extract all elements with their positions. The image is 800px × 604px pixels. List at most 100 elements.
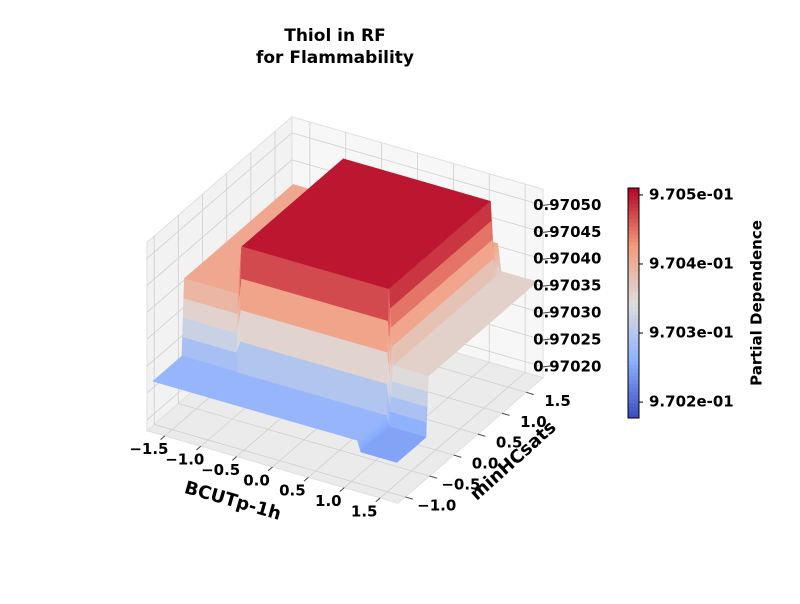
surface-patch: [399, 398, 410, 418]
tick-mark: [231, 456, 237, 461]
colorbar-segment: [628, 283, 639, 289]
colorbar-segment: [628, 349, 639, 354]
colorbar-segment: [628, 295, 639, 300]
colorbar-segment: [628, 341, 639, 346]
y-tick-label: 0.0: [472, 455, 499, 473]
tick-mark: [160, 435, 166, 441]
surface-patch: [408, 401, 419, 420]
chart-title: for Flammability: [256, 48, 414, 68]
colorbar-segment: [628, 245, 639, 250]
surface-patch: [417, 388, 429, 408]
colorbar-segment: [628, 395, 639, 400]
surface-patch: [196, 282, 212, 307]
colorbar-segment: [628, 234, 639, 239]
colorbar-segment: [628, 299, 639, 304]
x-tick-label: 0.0: [243, 471, 270, 489]
tick-mark: [543, 338, 552, 341]
colorbar-segment: [628, 410, 639, 415]
colorbar-segment: [628, 257, 639, 262]
colorbar-segment: [628, 237, 639, 243]
tick-mark: [429, 475, 438, 479]
tick-mark: [267, 466, 273, 472]
colorbar-segment: [628, 203, 639, 208]
colorbar-segment: [628, 379, 639, 384]
colorbar-segment: [628, 218, 639, 223]
colorbar-segment: [628, 326, 639, 331]
colorbar-segment: [628, 368, 639, 373]
surface-patch: [389, 411, 400, 430]
colorbar-segment: [628, 314, 639, 319]
colorbar-segment: [628, 199, 639, 204]
tick-mark: [543, 284, 552, 287]
colorbar-segment: [628, 280, 639, 285]
surface: [152, 158, 538, 463]
colorbar-tick-label: 9.703e-01: [649, 324, 734, 342]
tick-mark: [526, 391, 534, 395]
surface-patch: [416, 418, 427, 438]
colorbar-segment: [628, 356, 639, 361]
colorbar-segment: [628, 249, 639, 254]
x-tick-label: 1.5: [351, 502, 378, 520]
z-tick-label: 0.97050: [533, 196, 601, 214]
y-tick-label: −0.5: [441, 476, 480, 494]
surface-patch: [210, 286, 226, 311]
colorbar-segment: [628, 318, 639, 323]
surface-patch: [408, 385, 420, 405]
tick-mark: [453, 454, 462, 458]
colorbar-segment: [628, 230, 639, 235]
x-tick-label: −1.5: [129, 440, 168, 458]
surface-patch: [390, 380, 402, 400]
colorbar-tick-label: 9.704e-01: [649, 254, 734, 272]
surface-patch: [390, 395, 401, 415]
colorbar-segment: [628, 398, 639, 404]
surface-patch: [387, 453, 405, 463]
colorbar-segment: [628, 406, 639, 411]
colorbar-segment: [628, 402, 639, 407]
tick-mark: [543, 257, 552, 260]
surface-patch: [399, 383, 411, 402]
grid-line: [379, 372, 526, 499]
y-tick-label: −1.0: [417, 497, 456, 515]
colorbar-segment: [628, 191, 639, 197]
x-tick-label: −1.0: [165, 451, 204, 469]
x-tick-label: 0.5: [279, 482, 306, 500]
surface-patch: [387, 289, 391, 336]
tick-mark: [543, 203, 552, 206]
grid-line: [154, 424, 406, 498]
colorbar-segment: [628, 352, 639, 358]
z-tick-label: 0.97040: [533, 250, 601, 268]
colorbar-segment: [628, 364, 639, 369]
tick-mark: [543, 230, 552, 233]
colorbar-segment: [628, 306, 639, 312]
colorbar-segment: [628, 207, 639, 212]
surface-patch: [400, 367, 411, 387]
colorbar-segment: [628, 303, 639, 308]
colorbar-label: Partial Dependence: [748, 220, 766, 386]
colorbar-segment: [628, 226, 639, 231]
colorbar-segment: [628, 387, 639, 392]
surface-patch: [183, 278, 199, 303]
colorbar-segment: [628, 214, 639, 220]
z-tick-label: 0.97035: [533, 277, 601, 295]
tick-mark: [196, 445, 202, 451]
x-tick-label: −0.5: [201, 461, 240, 479]
colorbar-segment: [628, 310, 639, 315]
tick-mark: [543, 365, 552, 368]
colorbar-segment: [628, 276, 639, 281]
tick-mark: [501, 412, 510, 416]
grid-line: [178, 403, 430, 477]
colorbar-segment: [628, 414, 639, 419]
tick-mark: [339, 487, 345, 492]
surface-patch: [407, 416, 418, 436]
tick-mark: [405, 496, 413, 500]
z-tick-label: 0.97030: [533, 304, 601, 322]
surface-patch: [223, 289, 239, 314]
z-tick-label: 0.97025: [533, 330, 601, 348]
colorbar-segment: [628, 375, 639, 381]
colorbar-frame: [627, 187, 640, 419]
colorbar-segment: [628, 264, 639, 269]
y-tick-label: 1.0: [520, 413, 547, 431]
grid-line: [146, 132, 293, 259]
colorbar-segment: [628, 383, 639, 388]
